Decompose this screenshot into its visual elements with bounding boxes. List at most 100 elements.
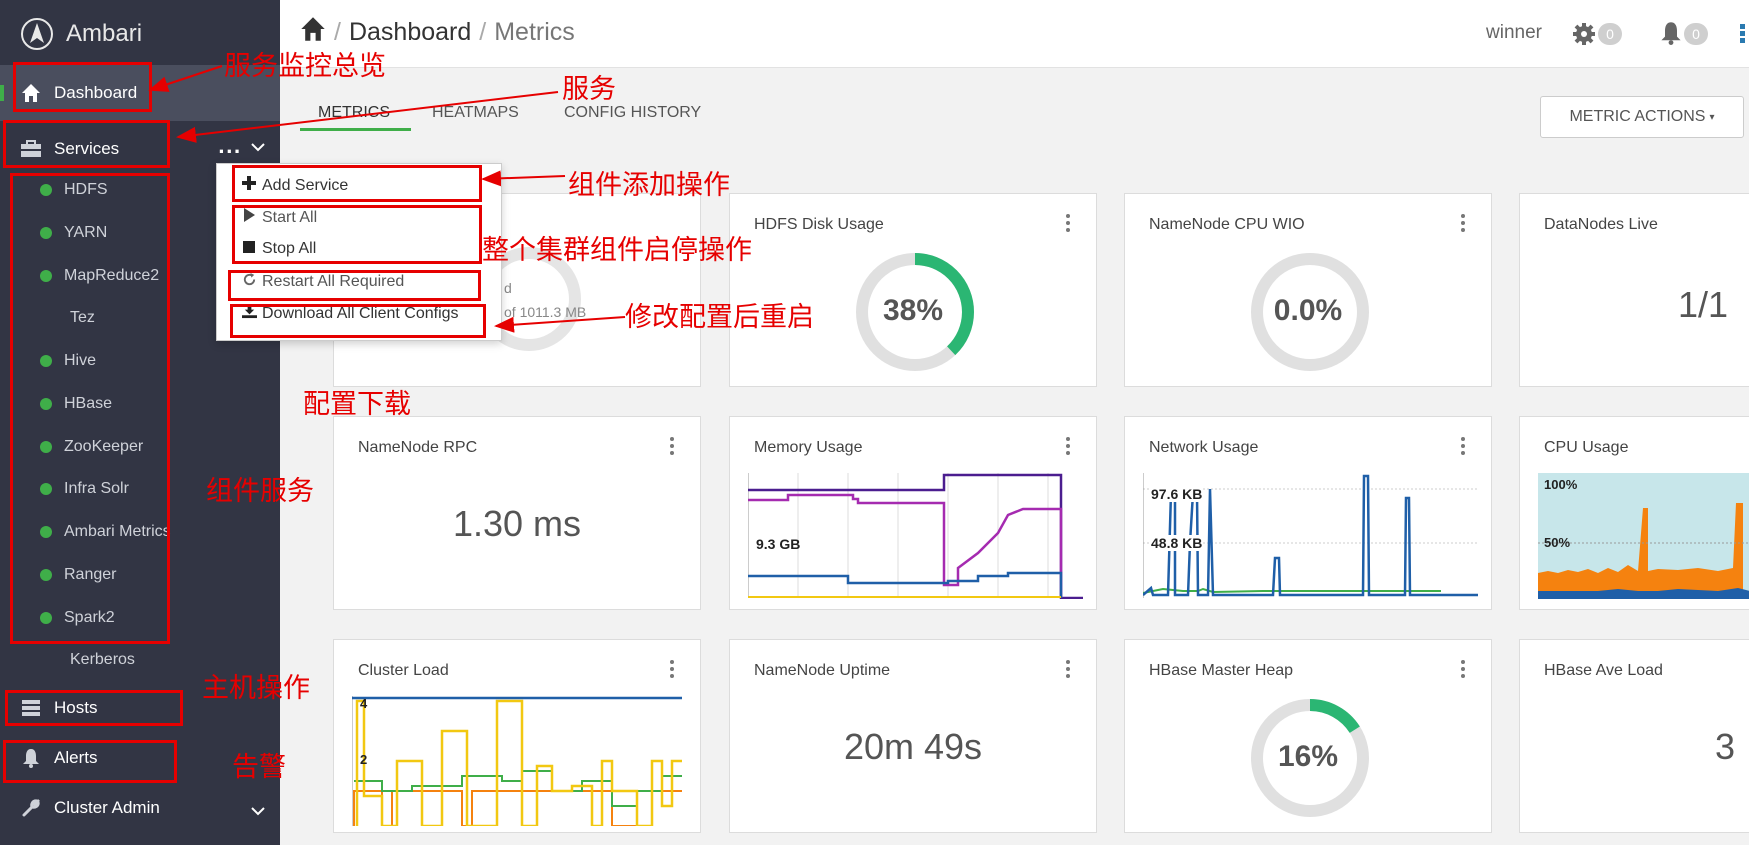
memory-usage-label: 9.3 GB	[756, 536, 801, 552]
gear-icon[interactable]	[1572, 22, 1596, 50]
add-service-label: Add Service	[262, 176, 349, 194]
status-dot-icon	[40, 184, 52, 196]
service-label: Infra Solr	[64, 480, 129, 497]
settings-badge: 0	[1598, 23, 1622, 45]
breadcrumb-dashboard[interactable]: Dashboard	[348, 18, 472, 46]
annotation-component-services: 组件服务	[206, 476, 314, 507]
download-configs-label: Download All Client Configs	[262, 305, 459, 322]
network-label-high: 97.6 KB	[1151, 486, 1203, 502]
menu-item-download-client-configs[interactable]: Download All Client Configs	[241, 304, 459, 324]
hdfs-disk-gauge	[856, 253, 974, 371]
status-dot-icon	[40, 526, 52, 538]
start-all-label: Start All	[262, 208, 318, 226]
metric-card-namenode-uptime[interactable]: NameNode Uptime 20m 49s	[729, 639, 1097, 833]
menu-item-stop-all[interactable]: Stop All	[241, 240, 316, 258]
metric-card-cpu-usage[interactable]: CPU Usage 100% 50%	[1519, 416, 1749, 610]
annotation-add-service: 组件添加操作	[568, 170, 730, 201]
gauge-fill	[856, 253, 974, 371]
tab-metrics[interactable]: METRICS	[318, 104, 390, 121]
service-item[interactable]: YARN	[0, 213, 280, 253]
annotation-restart: 修改配置后重启	[625, 302, 814, 333]
kebab-menu-icon[interactable]	[1461, 437, 1465, 458]
metric-card-namenode-cpu-wio[interactable]: NameNode CPU WIO 0.0%	[1124, 193, 1492, 387]
menu-item-restart-all-required[interactable]: Restart All Required	[241, 272, 404, 292]
nav-services-label: Services	[54, 139, 120, 158]
metric-card-cluster-load[interactable]: Cluster Load 4 2	[333, 639, 701, 833]
metric-card-network-usage[interactable]: Network Usage 97.6 KB 48.8 KB	[1124, 416, 1492, 610]
bell-icon	[20, 747, 42, 769]
hidden-card-value: of 1011.3 MB	[504, 304, 587, 320]
card-title: Cluster Load	[358, 662, 449, 679]
card-title: HBase Master Heap	[1149, 662, 1294, 679]
nav-alerts[interactable]: Alerts	[0, 740, 280, 776]
metric-card-hbase-master-heap[interactable]: HBase Master Heap 16%	[1124, 639, 1492, 833]
service-item[interactable]: Tez	[0, 298, 280, 338]
kebab-menu-icon[interactable]	[670, 437, 674, 458]
service-item[interactable]: MapReduce2	[0, 256, 280, 296]
status-dot-icon	[40, 441, 52, 453]
annotation-box-start-stop	[232, 205, 482, 264]
service-item[interactable]: Hive	[0, 341, 280, 381]
services-more-button[interactable]: ...	[218, 137, 242, 158]
service-label: Tez	[70, 309, 95, 326]
kebab-menu-icon[interactable]	[1461, 660, 1465, 681]
cluster-admin-chevron-down-icon[interactable]	[250, 802, 266, 822]
nav-hosts[interactable]: Hosts	[0, 690, 280, 726]
annotation-dashboard: 服务监控总览	[224, 51, 386, 82]
service-item[interactable]: Ambari Metrics	[0, 512, 280, 552]
user-menu[interactable]: winner	[1486, 22, 1542, 43]
service-item[interactable]: Ranger	[0, 555, 280, 595]
nav-alerts-label: Alerts	[54, 748, 98, 767]
menu-icon[interactable]	[1740, 24, 1746, 44]
kebab-menu-icon[interactable]	[1066, 660, 1070, 681]
home-icon[interactable]	[300, 16, 326, 49]
kebab-menu-icon[interactable]	[1066, 437, 1070, 458]
service-label: Ambari Metrics	[64, 523, 171, 540]
plus-icon	[241, 176, 257, 195]
ambari-logo-icon	[21, 18, 53, 50]
metric-card-hdfs-disk-usage[interactable]: HDFS Disk Usage 38%	[729, 193, 1097, 387]
service-item[interactable]: HBase	[0, 384, 280, 424]
kebab-menu-icon[interactable]	[670, 660, 674, 681]
service-label: ZooKeeper	[64, 438, 144, 455]
top-bar: / Dashboard / Metrics winner 0 0	[280, 0, 1749, 68]
metric-card-hbase-ave-load[interactable]: HBase Ave Load 3	[1519, 639, 1749, 833]
card-title: HBase Ave Load	[1544, 662, 1663, 679]
service-item[interactable]: HDFS	[0, 170, 280, 210]
menu-item-add-service[interactable]: Add Service	[241, 176, 348, 195]
tab-config-history[interactable]: CONFIG HISTORY	[564, 104, 702, 121]
service-label: Ranger	[64, 566, 117, 583]
bell-icon[interactable]	[1660, 21, 1682, 49]
service-item[interactable]: Infra Solr	[0, 469, 280, 509]
stop-icon	[241, 240, 257, 258]
annotation-hosts: 主机操作	[202, 673, 310, 704]
kebab-menu-icon[interactable]	[1461, 214, 1465, 235]
card-title: NameNode CPU WIO	[1149, 216, 1305, 233]
metric-card-memory-usage[interactable]: Memory Usage 9.3 GB	[729, 416, 1097, 610]
service-item[interactable]: Spark2	[0, 598, 280, 638]
brand-name: Ambari	[66, 20, 143, 47]
status-dot-icon	[40, 612, 52, 624]
hbase-load-value: 3	[1715, 726, 1736, 767]
services-actions-dropdown: Add Service Start All Stop All Restart A…	[216, 163, 502, 341]
metric-card-namenode-rpc[interactable]: NameNode RPC 1.30 ms	[333, 416, 701, 610]
service-item[interactable]: Kerberos	[0, 640, 280, 680]
service-item[interactable]: ZooKeeper	[0, 427, 280, 467]
server-icon	[20, 697, 42, 719]
kebab-menu-icon[interactable]	[1066, 214, 1070, 235]
annotation-box-service-list	[10, 173, 170, 644]
menu-item-start-all[interactable]: Start All	[241, 208, 317, 227]
nav-services[interactable]: Services	[0, 126, 280, 172]
gauge-fill	[1251, 699, 1369, 817]
service-label: MapReduce2	[64, 267, 160, 284]
breadcrumb-metrics: Metrics	[494, 18, 575, 46]
brand[interactable]: Ambari	[20, 14, 142, 54]
status-dot-icon	[40, 227, 52, 239]
services-chevron-down-icon[interactable]	[250, 138, 266, 157]
metric-card-datanodes-live[interactable]: DataNodes Live 1/1	[1519, 193, 1749, 387]
download-icon	[241, 304, 257, 324]
nav-cluster-admin[interactable]: Cluster Admin	[0, 790, 280, 826]
metric-actions-button[interactable]: METRIC ACTIONS ▾	[1540, 96, 1744, 138]
status-dot-icon	[40, 398, 52, 410]
tab-heatmaps[interactable]: HEATMAPS	[432, 104, 519, 121]
